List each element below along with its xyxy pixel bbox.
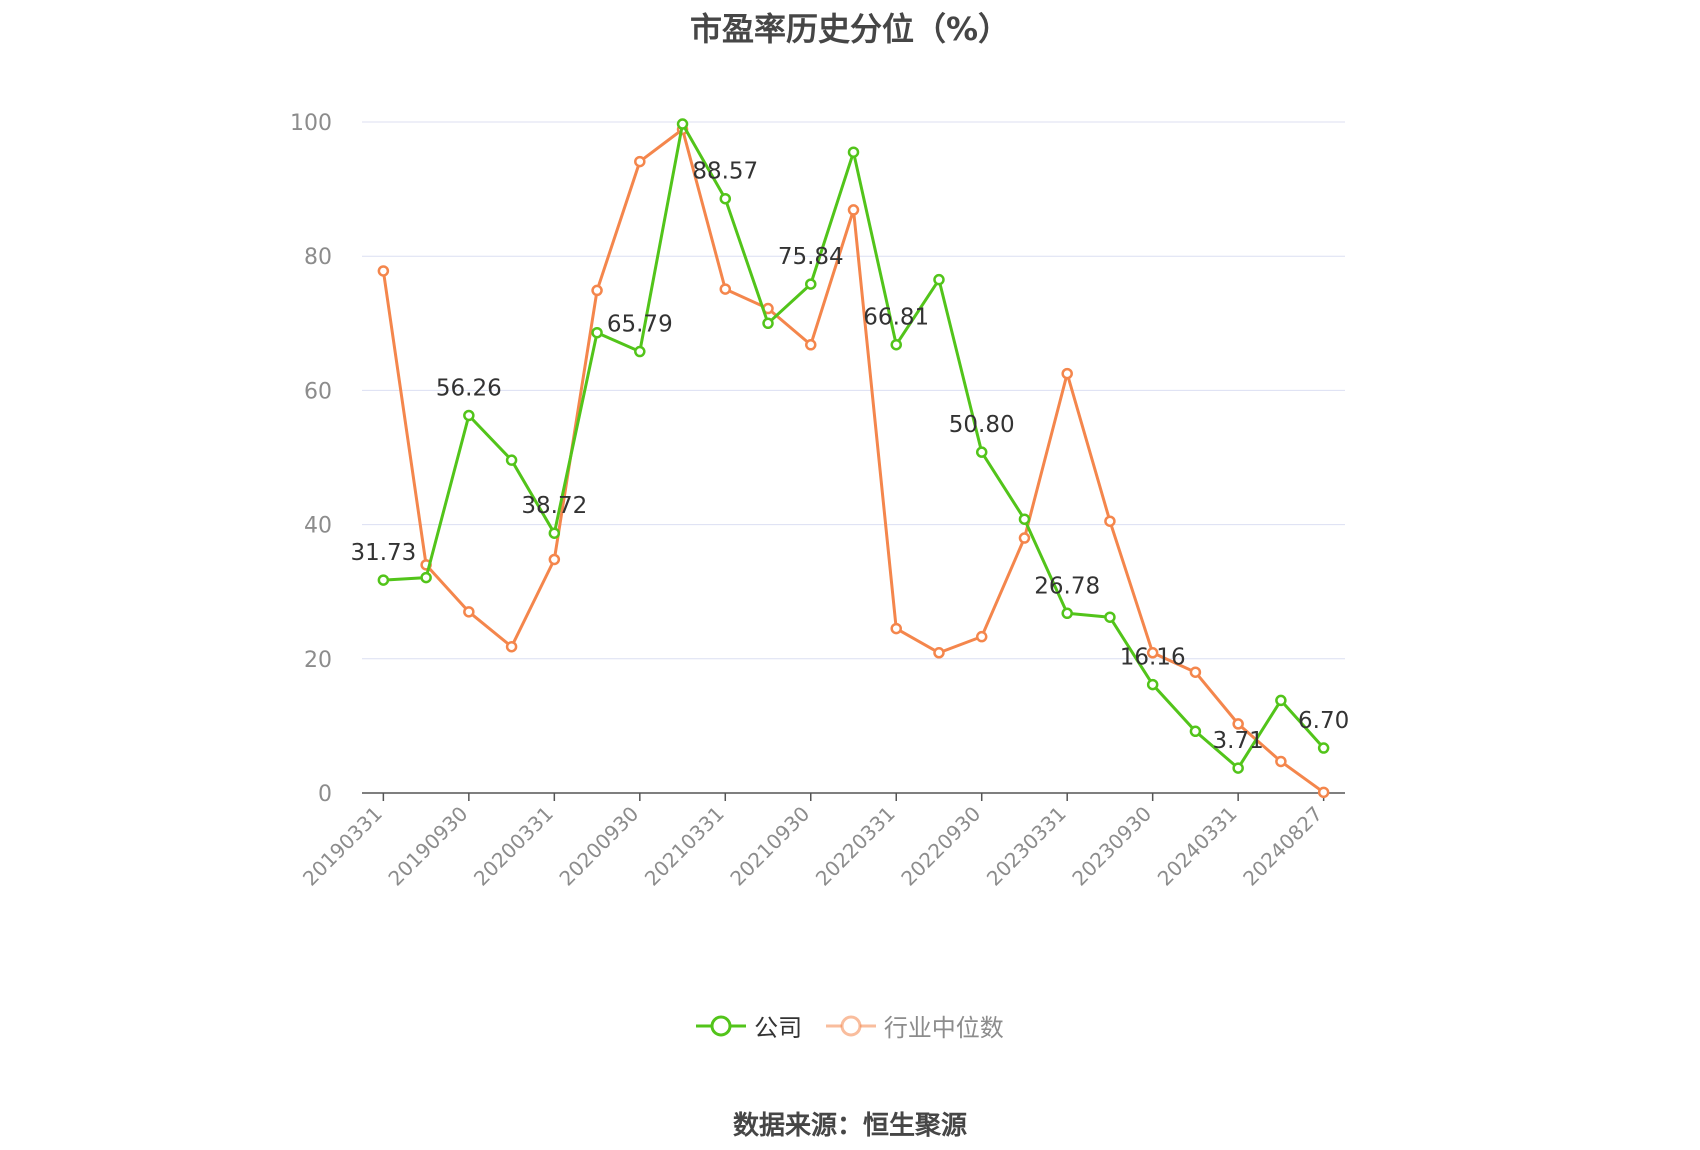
point-industry	[377, 265, 390, 277]
x-tick-label: 20240827	[1238, 802, 1327, 891]
point-industry	[548, 553, 561, 566]
chart-title: 市盈率历史分位（%）	[689, 10, 1011, 48]
data-label-company: 88.57	[692, 159, 758, 185]
point-company	[805, 278, 817, 290]
point-industry	[890, 622, 902, 635]
source-note: 数据来源：恒生聚源	[732, 1111, 967, 1141]
point-company	[676, 118, 689, 130]
x-tick-label: 20190331	[298, 802, 387, 891]
point-company	[933, 273, 945, 286]
point-company	[463, 409, 475, 422]
y-tick-label: 40	[304, 514, 332, 539]
grid-lines	[362, 121, 1345, 660]
data-labels: 31.73 56.26 38.72 65.79 88.57 75.84 66.81 50.80…	[350, 159, 1349, 754]
point-industry	[1104, 515, 1116, 527]
data-label-company: 16.16	[1120, 645, 1186, 671]
point-industry	[1018, 532, 1031, 544]
y-tick-label: 100	[290, 111, 332, 136]
point-industry	[975, 630, 988, 643]
data-label-company: 38.72	[521, 493, 587, 519]
point-company	[1232, 762, 1244, 774]
legend-company-line-icon	[696, 1015, 747, 1036]
data-label-company: 50.80	[949, 412, 1015, 438]
legend-industry-line-icon	[825, 1015, 876, 1036]
point-industry	[505, 640, 518, 653]
point-company	[1104, 611, 1116, 623]
point-company	[505, 454, 518, 466]
point-company	[1018, 513, 1031, 525]
point-industry	[634, 155, 646, 168]
y-tick-label: 0	[318, 782, 332, 807]
point-industry	[1275, 755, 1287, 768]
point-industry	[933, 647, 945, 659]
point-industry	[1189, 666, 1202, 678]
data-label-company: 65.79	[607, 312, 673, 338]
x-tick-label: 20200331	[469, 802, 558, 891]
y-tick-label: 60	[304, 379, 332, 404]
x-tick-label: 20220331	[811, 802, 900, 891]
point-company	[1317, 742, 1330, 754]
legend-label-company: 公司	[754, 1014, 803, 1042]
point-company	[719, 192, 732, 205]
x-tick-label: 20210331	[640, 802, 729, 891]
axes: 0 20 40 60 80 100 2019033120190930202003312020…	[290, 111, 1345, 891]
point-industry	[1317, 786, 1330, 799]
point-industry	[847, 204, 860, 216]
point-company	[975, 446, 988, 458]
x-tick-label: 20220930	[896, 802, 985, 891]
legend-label-industry: 行业中位数	[883, 1014, 1004, 1042]
data-label-company: 56.26	[436, 375, 502, 401]
point-company	[1146, 678, 1159, 691]
point-industry	[463, 606, 475, 618]
data-label-company: 75.84	[778, 244, 844, 270]
point-company	[377, 574, 390, 586]
point-company	[634, 345, 646, 358]
point-industry	[1146, 647, 1159, 659]
x-tick-label: 20200930	[554, 802, 643, 891]
point-company	[1189, 725, 1202, 738]
x-tick-label: 20210930	[725, 802, 814, 891]
data-label-company: 6.70	[1298, 708, 1349, 734]
data-label-company: 26.78	[1034, 573, 1100, 599]
series	[377, 118, 1330, 799]
point-industry	[719, 283, 732, 295]
point-company	[591, 326, 603, 339]
point-company	[762, 317, 774, 330]
y-tick-label: 80	[304, 245, 332, 270]
x-tick-label: 20230331	[982, 802, 1071, 891]
legend-item-company[interactable]: 公司	[696, 1008, 802, 1043]
y-tick-label: 20	[304, 648, 332, 673]
point-company	[890, 338, 902, 351]
point-industry	[1232, 718, 1244, 730]
data-label-company: 31.73	[350, 540, 416, 566]
legend-item-industry[interactable]: 行业中位数	[825, 1008, 1004, 1043]
point-industry	[591, 284, 603, 297]
point-company	[1061, 607, 1073, 620]
point-industry	[1061, 367, 1073, 380]
data-label-company: 66.81	[863, 305, 929, 331]
legend: 公司 行业中位数	[0, 1008, 1700, 1046]
x-tick-label: 20190930	[383, 802, 472, 891]
point-company	[548, 527, 561, 539]
point-company	[847, 146, 860, 158]
x-tick-label: 20240331	[1153, 802, 1242, 891]
point-industry	[805, 339, 817, 351]
point-company	[420, 571, 432, 584]
point-company	[1275, 694, 1287, 707]
data-label-company: 3.71	[1213, 728, 1264, 754]
x-tick-label: 20230930	[1067, 802, 1156, 891]
series-line-industry	[381, 127, 1325, 794]
